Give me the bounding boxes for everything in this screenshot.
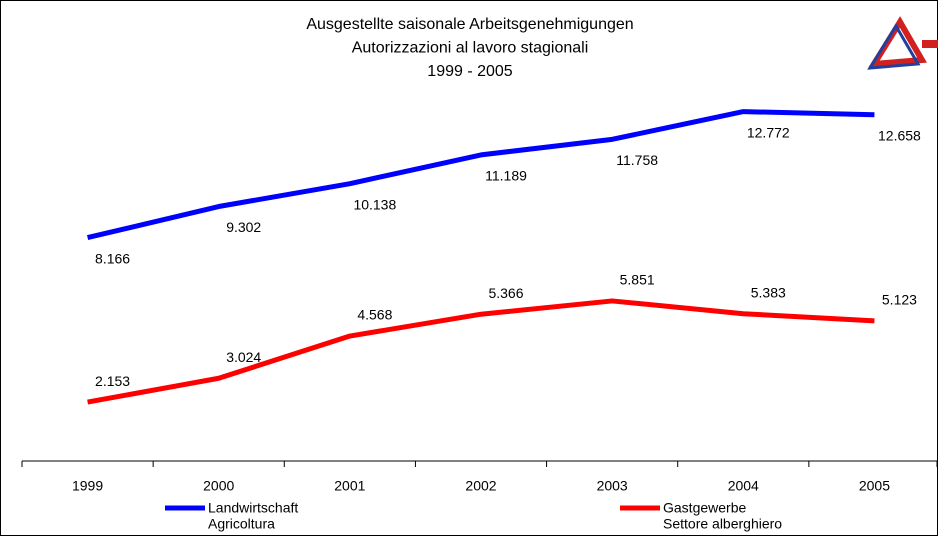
data-label: 5.851 <box>620 272 655 288</box>
data-label: 5.383 <box>751 284 786 300</box>
chart-title: Ausgestellte saisonale Arbeitsgenehmigun… <box>306 16 633 33</box>
data-label: 9.302 <box>226 219 261 235</box>
x-tick-label: 2000 <box>203 478 234 494</box>
chart-title: 1999 - 2005 <box>427 63 513 80</box>
data-label: 8.166 <box>95 250 130 266</box>
x-tick-label: 2005 <box>859 478 890 494</box>
x-tick-label: 1999 <box>72 478 103 494</box>
data-label: 11.758 <box>616 152 658 168</box>
data-label: 5.366 <box>488 285 523 301</box>
data-label: 3.024 <box>226 349 261 365</box>
data-label: 12.772 <box>747 124 790 140</box>
x-tick-label: 2002 <box>465 478 496 494</box>
legend-label: Agricoltura <box>208 516 275 532</box>
data-line <box>86 109 875 241</box>
data-label: 4.568 <box>357 307 392 323</box>
data-line <box>87 298 875 405</box>
chart-title: Autorizzazioni al lavoro stagionali <box>352 40 589 57</box>
x-tick-label: 2001 <box>334 478 365 494</box>
legend-label: Landwirtschaft <box>208 500 298 516</box>
legend-label: Settore alberghiero <box>663 516 782 532</box>
data-label: 11.189 <box>485 168 527 184</box>
legend-label: Gastgewerbe <box>663 500 746 516</box>
logo <box>867 16 938 70</box>
data-label: 10.138 <box>353 196 396 212</box>
x-tick-label: 2004 <box>728 478 759 494</box>
x-tick-label: 2003 <box>597 478 628 494</box>
data-label: 5.123 <box>882 292 917 308</box>
data-label: 2.153 <box>95 373 130 389</box>
data-label: 12.658 <box>878 127 921 143</box>
